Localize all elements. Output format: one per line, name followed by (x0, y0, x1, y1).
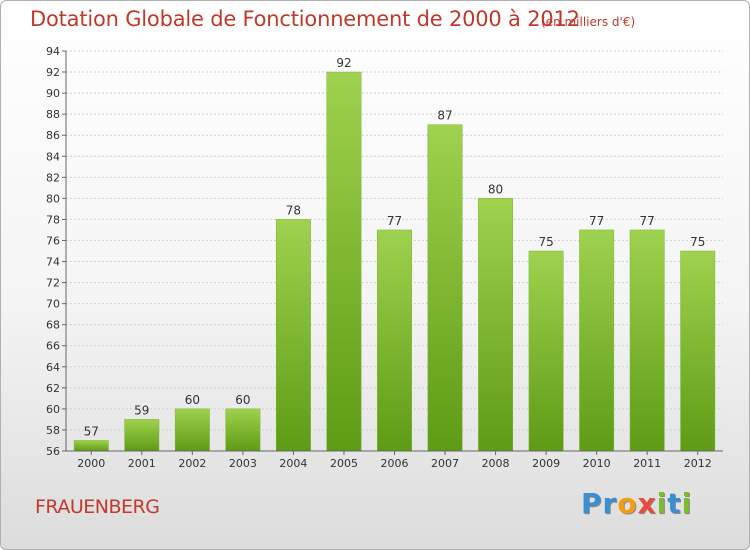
bar-value-label: 60 (235, 393, 250, 407)
x-tick-label: 2010 (583, 457, 611, 470)
bar (427, 124, 463, 452)
bar-value-label: 77 (387, 214, 402, 228)
bar (174, 408, 210, 452)
bar (225, 408, 261, 452)
bar-value-label: 75 (690, 235, 705, 249)
y-tick-label: 88 (46, 108, 60, 121)
value-labels: 57 59 60 60 78 92 77 87 80 75 77 77 75 (84, 56, 706, 438)
y-tick-label: 66 (46, 340, 60, 353)
x-tick-label: 2003 (229, 457, 257, 470)
y-tick-label: 94 (46, 45, 60, 58)
logo-letter: i (656, 487, 668, 520)
x-tick-label: 2012 (684, 457, 712, 470)
y-tick-label: 64 (46, 361, 60, 374)
y-tick-label: 62 (46, 382, 60, 395)
y-tick-label: 68 (46, 319, 60, 332)
bar-value-label: 80 (488, 182, 503, 196)
logo-letter: t (667, 487, 682, 520)
bar-value-label: 77 (589, 214, 604, 228)
bar (680, 250, 716, 452)
y-tick-label: 84 (46, 150, 60, 163)
bar (579, 229, 615, 452)
bar (629, 229, 665, 452)
y-tick-label: 60 (46, 403, 60, 416)
bar (124, 419, 160, 452)
logo-letter: i (681, 487, 693, 520)
bar (326, 71, 362, 452)
bar-value-label: 57 (84, 424, 99, 438)
y-tick-label: 76 (46, 234, 60, 247)
bar-value-label: 75 (538, 235, 553, 249)
x-tick-label: 2008 (482, 457, 510, 470)
logo-letter: r (602, 487, 618, 520)
x-tick-label: 2004 (279, 457, 307, 470)
bar-value-label: 60 (185, 393, 200, 407)
x-tick-label: 2002 (178, 457, 206, 470)
bar (73, 440, 109, 452)
bar-value-label: 77 (640, 214, 655, 228)
x-tick-label: 2000 (77, 457, 105, 470)
chart-title: Dotation Globale de Fonctionnement de 20… (30, 7, 580, 31)
bar (275, 219, 311, 452)
logo-letter: o (617, 487, 638, 520)
bar-value-label: 59 (134, 403, 149, 417)
y-tick-label: 80 (46, 192, 60, 205)
logo-letter: P (581, 487, 603, 520)
y-tick-label: 70 (46, 298, 60, 311)
y-tick-label: 90 (46, 87, 60, 100)
y-tick-label: 82 (46, 171, 60, 184)
bars (73, 71, 716, 452)
x-tick-label: 2007 (431, 457, 459, 470)
y-tick-label: 58 (46, 424, 60, 437)
bar-value-label: 87 (437, 109, 452, 123)
bar (478, 198, 514, 452)
y-tick-label: 74 (46, 256, 60, 269)
bar-value-label: 78 (286, 203, 301, 217)
x-tick-label: 2009 (532, 457, 560, 470)
x-tick-label: 2005 (330, 457, 358, 470)
chart-subtitle: (en milliers d'€) (541, 15, 636, 29)
bar (377, 229, 412, 452)
x-tick-label: 2001 (128, 457, 156, 470)
y-tick-label: 78 (46, 213, 60, 226)
x-tick-label: 2011 (633, 457, 661, 470)
y-tick-label: 56 (46, 445, 60, 458)
bar (528, 250, 564, 452)
bar-value-label: 92 (336, 56, 351, 70)
x-tick-label: 2006 (381, 457, 409, 470)
y-tick-label: 86 (46, 129, 60, 142)
y-tick-label: 72 (46, 277, 60, 290)
logo-letter: x (637, 487, 657, 520)
commune-name: FRAUENBERG (35, 496, 160, 518)
y-tick-label: 92 (46, 66, 60, 79)
proxiti-logo[interactable]: Proxiti (581, 487, 692, 520)
axes: 56 58 60 62 64 66 68 70 72 74 76 78 80 82 84 86 88 90 92 94… (46, 45, 723, 470)
